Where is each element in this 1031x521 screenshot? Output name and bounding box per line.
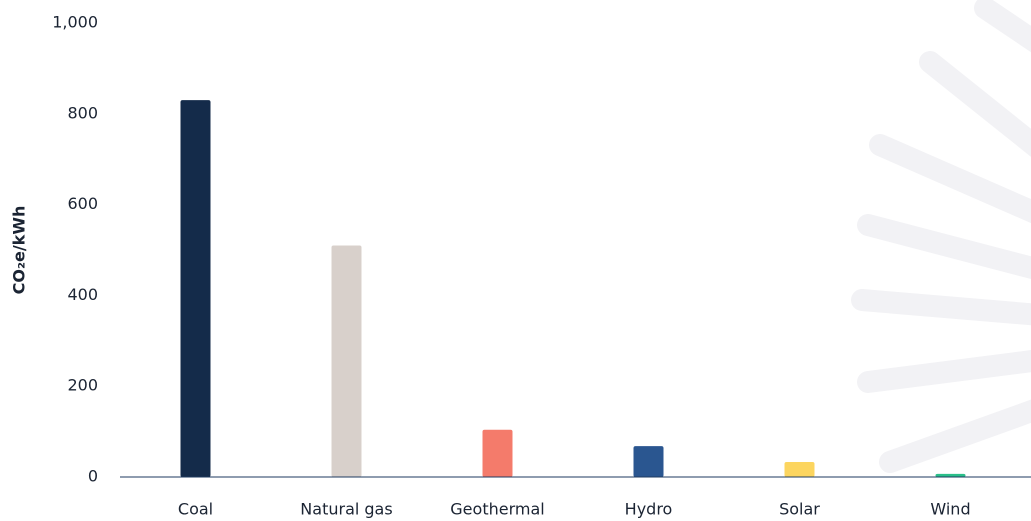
x-tick-label: Hydro <box>625 500 673 519</box>
bar <box>633 446 664 477</box>
ray <box>974 0 1031 53</box>
ray <box>879 399 1031 473</box>
bar <box>935 473 966 477</box>
y-tick-label: 800 <box>67 103 98 122</box>
x-tick-label: Wind <box>930 500 970 519</box>
background-rays <box>851 0 1031 473</box>
ray <box>869 134 1031 224</box>
ray <box>857 350 1031 393</box>
bar <box>331 245 362 477</box>
bar <box>482 429 513 477</box>
y-tick-label: 400 <box>67 285 98 304</box>
y-axis-label: CO₂e/kWh <box>10 206 29 295</box>
x-tick-label: Coal <box>178 500 213 519</box>
y-tick-label: 600 <box>67 194 98 213</box>
bar <box>784 462 815 477</box>
bar <box>180 100 211 478</box>
ray <box>857 214 1031 280</box>
y-tick-label: 200 <box>67 376 98 395</box>
x-tick-label: Geothermal <box>450 500 544 519</box>
ray <box>851 289 1031 326</box>
x-tick-label: Natural gas <box>300 500 392 519</box>
x-tick-label: Solar <box>779 500 820 519</box>
y-tick-label: 0 <box>88 467 98 486</box>
ray <box>919 51 1031 157</box>
y-tick-label: 1,000 <box>52 13 98 32</box>
